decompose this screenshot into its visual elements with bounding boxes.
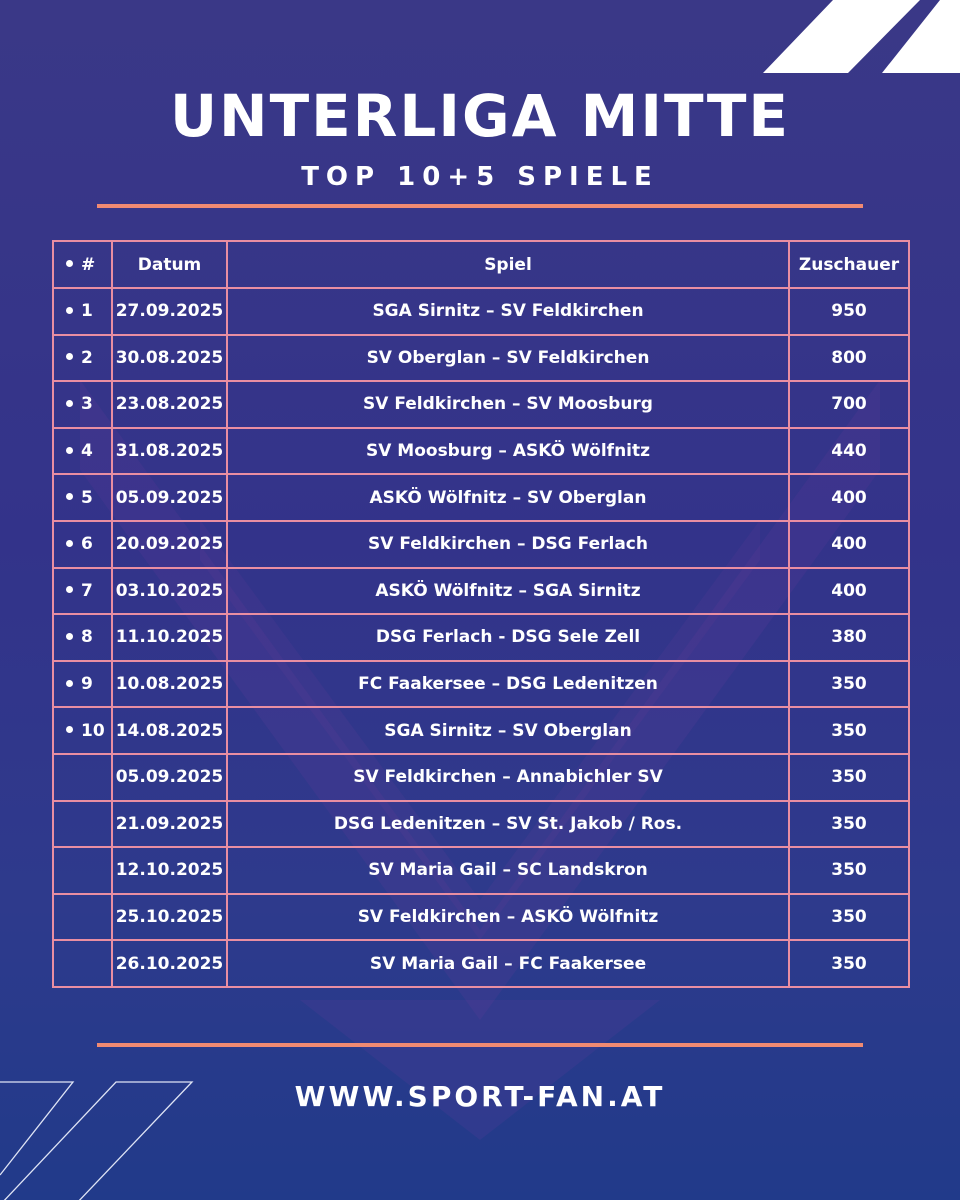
column-header-spectators: Zuschauer (788, 240, 910, 289)
table-row: 4 31.08.2025 SV Moosburg – ASKÖ Wölfnitz… (52, 426, 910, 476)
top-games-table: # Datum Spiel Zuschauer 1 27.09.2025 SGA… (52, 240, 910, 988)
bullet-icon (66, 539, 73, 547)
game-cell: ASKÖ Wölfnitz – SV Oberglan (226, 473, 790, 522)
table-row: 21.09.2025 DSG Ledenitzen – SV St. Jakob… (52, 799, 910, 849)
spectators-cell: 380 (788, 613, 910, 662)
rank-cell: 2 (52, 333, 113, 383)
table-row: 9 10.08.2025 FC Faakersee – DSG Ledenitz… (52, 659, 910, 709)
date-cell: 14.08.2025 (111, 706, 228, 755)
date-cell: 05.09.2025 (111, 473, 228, 522)
game-cell: SV Moosburg – ASKÖ Wölfnitz (226, 426, 790, 476)
spectators-cell: 950 (788, 287, 910, 336)
game-cell: DSG Ledenitzen – SV St. Jakob / Ros. (226, 799, 790, 849)
spectators-cell: 350 (788, 799, 910, 849)
table-header-row: # Datum Spiel Zuschauer (52, 240, 910, 289)
spectators-cell: 400 (788, 566, 910, 616)
table-row: 8 11.10.2025 DSG Ferlach - DSG Sele Zell… (52, 613, 910, 662)
bottom-divider (97, 1043, 863, 1047)
table-row: 6 20.09.2025 SV Feldkirchen – DSG Ferlac… (52, 519, 910, 569)
rank-cell: 1 (52, 287, 113, 336)
spectators-cell: 350 (788, 659, 910, 709)
rank-cell (52, 892, 113, 942)
game-cell: SV Feldkirchen – SV Moosburg (226, 380, 790, 429)
date-cell: 30.08.2025 (111, 333, 228, 383)
date-cell: 05.09.2025 (111, 752, 228, 802)
game-cell: DSG Ferlach - DSG Sele Zell (226, 613, 790, 662)
rank-cell (52, 752, 113, 802)
table-row: 7 03.10.2025 ASKÖ Wölfnitz – SGA Sirnitz… (52, 566, 910, 616)
game-cell: SV Feldkirchen – ASKÖ Wölfnitz (226, 892, 790, 942)
bullet-icon (66, 260, 73, 267)
table-row: 25.10.2025 SV Feldkirchen – ASKÖ Wölfnit… (52, 892, 910, 942)
table-row: 3 23.08.2025 SV Feldkirchen – SV Moosbur… (52, 380, 910, 429)
rank-cell (52, 939, 113, 988)
table-row: 1 27.09.2025 SGA Sirnitz – SV Feldkirche… (52, 287, 910, 336)
game-cell: FC Faakersee – DSG Ledenitzen (226, 659, 790, 709)
date-cell: 03.10.2025 (111, 566, 228, 616)
date-cell: 23.08.2025 (111, 380, 228, 429)
spectators-cell: 800 (788, 333, 910, 383)
date-cell: 12.10.2025 (111, 846, 228, 895)
rank-cell: 3 (52, 380, 113, 429)
bullet-icon (66, 679, 73, 687)
bullet-icon (66, 353, 73, 361)
rank-cell: 9 (52, 659, 113, 709)
table-row: 26.10.2025 SV Maria Gail – FC Faakersee … (52, 939, 910, 988)
date-cell: 27.09.2025 (111, 287, 228, 336)
date-cell: 26.10.2025 (111, 939, 228, 988)
rank-cell: 7 (52, 566, 113, 616)
top-divider (97, 204, 863, 208)
bullet-icon (66, 306, 73, 314)
table-row: 12.10.2025 SV Maria Gail – SC Landskron … (52, 846, 910, 895)
date-cell: 11.10.2025 (111, 613, 228, 662)
game-cell: SV Maria Gail – FC Faakersee (226, 939, 790, 988)
game-cell: SGA Sirnitz – SV Oberglan (226, 706, 790, 755)
bullet-icon (66, 586, 73, 594)
table-row: 2 30.08.2025 SV Oberglan – SV Feldkirche… (52, 333, 910, 383)
table-row: 10 14.08.2025 SGA Sirnitz – SV Oberglan … (52, 706, 910, 755)
rank-cell (52, 846, 113, 895)
game-cell: SV Maria Gail – SC Landskron (226, 846, 790, 895)
date-cell: 31.08.2025 (111, 426, 228, 476)
page-title: UNTERLIGA MITTE (169, 82, 791, 150)
column-header-game: Spiel (226, 240, 790, 289)
spectators-cell: 350 (788, 752, 910, 802)
spectators-cell: 350 (788, 846, 910, 895)
game-cell: SGA Sirnitz – SV Feldkirchen (226, 287, 790, 336)
rank-cell: 6 (52, 519, 113, 569)
top-right-stripes-decoration (763, 0, 960, 73)
spectators-cell: 400 (788, 473, 910, 522)
date-cell: 10.08.2025 (111, 659, 228, 709)
rank-cell: 10 (52, 706, 113, 755)
column-header-rank: # (52, 240, 113, 289)
rank-cell: 8 (52, 613, 113, 662)
rank-cell: 4 (52, 426, 113, 476)
spectators-cell: 700 (788, 380, 910, 429)
spectators-cell: 440 (788, 426, 910, 476)
page-subtitle: TOP 10+5 SPIELE (301, 162, 659, 192)
rank-cell: 5 (52, 473, 113, 522)
table-row: 5 05.09.2025 ASKÖ Wölfnitz – SV Oberglan… (52, 473, 910, 522)
table-row: 05.09.2025 SV Feldkirchen – Annabichler … (52, 752, 910, 802)
website-url: WWW.SPORT-FAN.AT (294, 1080, 666, 1113)
spectators-cell: 350 (788, 706, 910, 755)
rank-cell (52, 799, 113, 849)
bullet-icon (66, 399, 73, 407)
game-cell: SV Oberglan – SV Feldkirchen (226, 333, 790, 383)
game-cell: SV Feldkirchen – Annabichler SV (226, 752, 790, 802)
bullet-icon (66, 632, 73, 640)
date-cell: 25.10.2025 (111, 892, 228, 942)
game-cell: SV Feldkirchen – DSG Ferlach (226, 519, 790, 569)
spectators-cell: 400 (788, 519, 910, 569)
bullet-icon (66, 493, 73, 501)
spectators-cell: 350 (788, 939, 910, 988)
game-cell: ASKÖ Wölfnitz – SGA Sirnitz (226, 566, 790, 616)
date-cell: 21.09.2025 (111, 799, 228, 849)
column-header-date: Datum (111, 240, 228, 289)
date-cell: 20.09.2025 (111, 519, 228, 569)
spectators-cell: 350 (788, 892, 910, 942)
bullet-icon (66, 726, 73, 734)
bullet-icon (66, 446, 73, 454)
